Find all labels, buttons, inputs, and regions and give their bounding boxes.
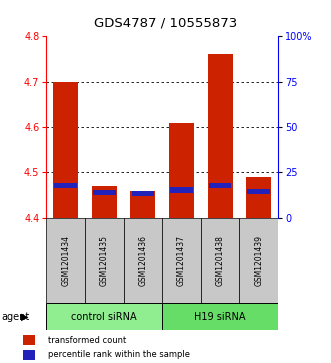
Bar [132,191,154,196]
Bar [85,218,123,303]
Bar [201,218,239,303]
Bar [169,122,194,218]
Bar [239,218,278,303]
Bar [93,190,116,195]
Bar [209,183,231,188]
Bar [162,218,201,303]
Text: control siRNA: control siRNA [71,312,137,322]
Bar [248,189,270,194]
Text: GDS4787 / 10555873: GDS4787 / 10555873 [94,16,237,29]
Bar [208,54,233,218]
Text: ▶: ▶ [21,312,28,322]
Text: percentile rank within the sample: percentile rank within the sample [48,350,190,359]
Text: agent: agent [2,312,30,322]
Text: GSM1201439: GSM1201439 [254,235,263,286]
Text: GSM1201437: GSM1201437 [177,235,186,286]
Bar [54,183,77,188]
Text: GSM1201435: GSM1201435 [100,235,109,286]
Text: transformed count: transformed count [48,336,126,345]
Bar [92,186,117,218]
Bar [23,350,35,360]
Bar [53,82,78,218]
Bar [46,303,162,330]
Bar [246,177,271,218]
Text: H19 siRNA: H19 siRNA [194,312,246,322]
Bar [123,218,162,303]
Bar [170,187,193,193]
Bar [162,303,278,330]
Bar [130,191,156,218]
Text: GSM1201436: GSM1201436 [138,235,147,286]
Bar [23,335,35,345]
Text: GSM1201434: GSM1201434 [61,235,70,286]
Text: GSM1201438: GSM1201438 [215,235,225,286]
Bar [46,218,85,303]
